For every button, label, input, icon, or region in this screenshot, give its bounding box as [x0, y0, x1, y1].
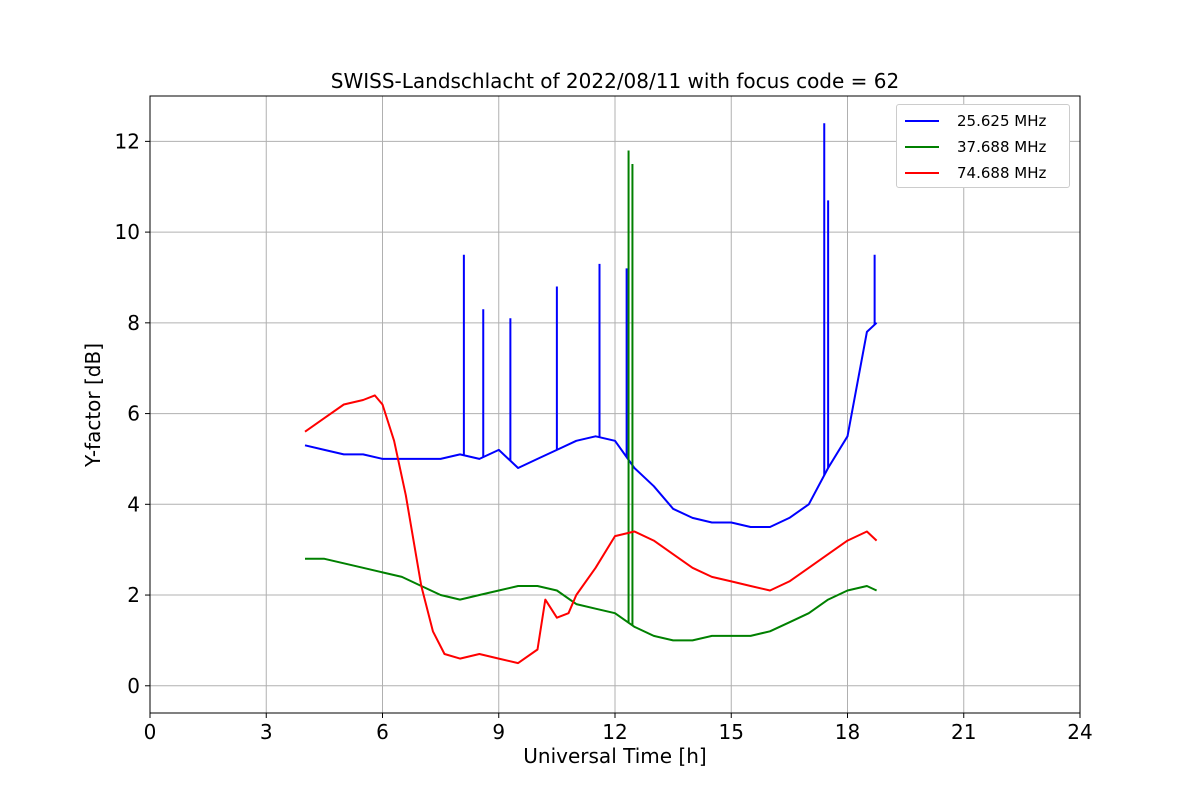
series-lines — [304, 123, 878, 665]
y-tick-label: 8 — [127, 311, 140, 335]
series-line-2 — [304, 394, 878, 665]
legend-item-74-688: 74.688 MHz — [903, 163, 1067, 183]
x-tick-label: 18 — [835, 720, 860, 744]
series-line-1 — [305, 557, 878, 642]
legend-label-74-688: 74.688 MHz — [957, 164, 1047, 182]
x-tick-label: 6 — [376, 720, 389, 744]
x-tick-label: 12 — [602, 720, 627, 744]
y-tick-label: 0 — [127, 674, 140, 698]
x-tick-label: 3 — [260, 720, 273, 744]
series-line-0 — [304, 322, 878, 528]
chart-title: SWISS-Landschlacht of 2022/08/11 with fo… — [331, 69, 899, 93]
y-tick-label: 6 — [127, 402, 140, 426]
y-tick-label: 10 — [115, 220, 140, 244]
legend-item-37-688: 37.688 MHz — [903, 137, 1067, 157]
y-tick-label: 4 — [127, 492, 140, 516]
legend-label-25-625: 25.625 MHz — [957, 112, 1047, 130]
legend: 25.625 MHz 37.688 MHz 74.688 MHz — [896, 104, 1070, 188]
legend-swatch-green — [905, 146, 939, 148]
y-tick-label: 12 — [115, 129, 140, 153]
x-tick-label: 9 — [492, 720, 505, 744]
legend-item-25-625: 25.625 MHz — [903, 111, 1067, 131]
legend-label-37-688: 37.688 MHz — [957, 138, 1047, 156]
y-axis-label: Y-factor [dB] — [81, 343, 105, 468]
legend-swatch-blue — [905, 120, 939, 122]
x-tick-label: 24 — [1067, 720, 1092, 744]
x-axis-label: Universal Time [h] — [523, 744, 706, 768]
y-tick-label: 2 — [127, 583, 140, 607]
x-tick-label: 15 — [719, 720, 744, 744]
x-tick-label: 0 — [144, 720, 157, 744]
grid — [150, 96, 1080, 713]
x-tick-label: 21 — [951, 720, 976, 744]
legend-swatch-red — [905, 172, 939, 174]
